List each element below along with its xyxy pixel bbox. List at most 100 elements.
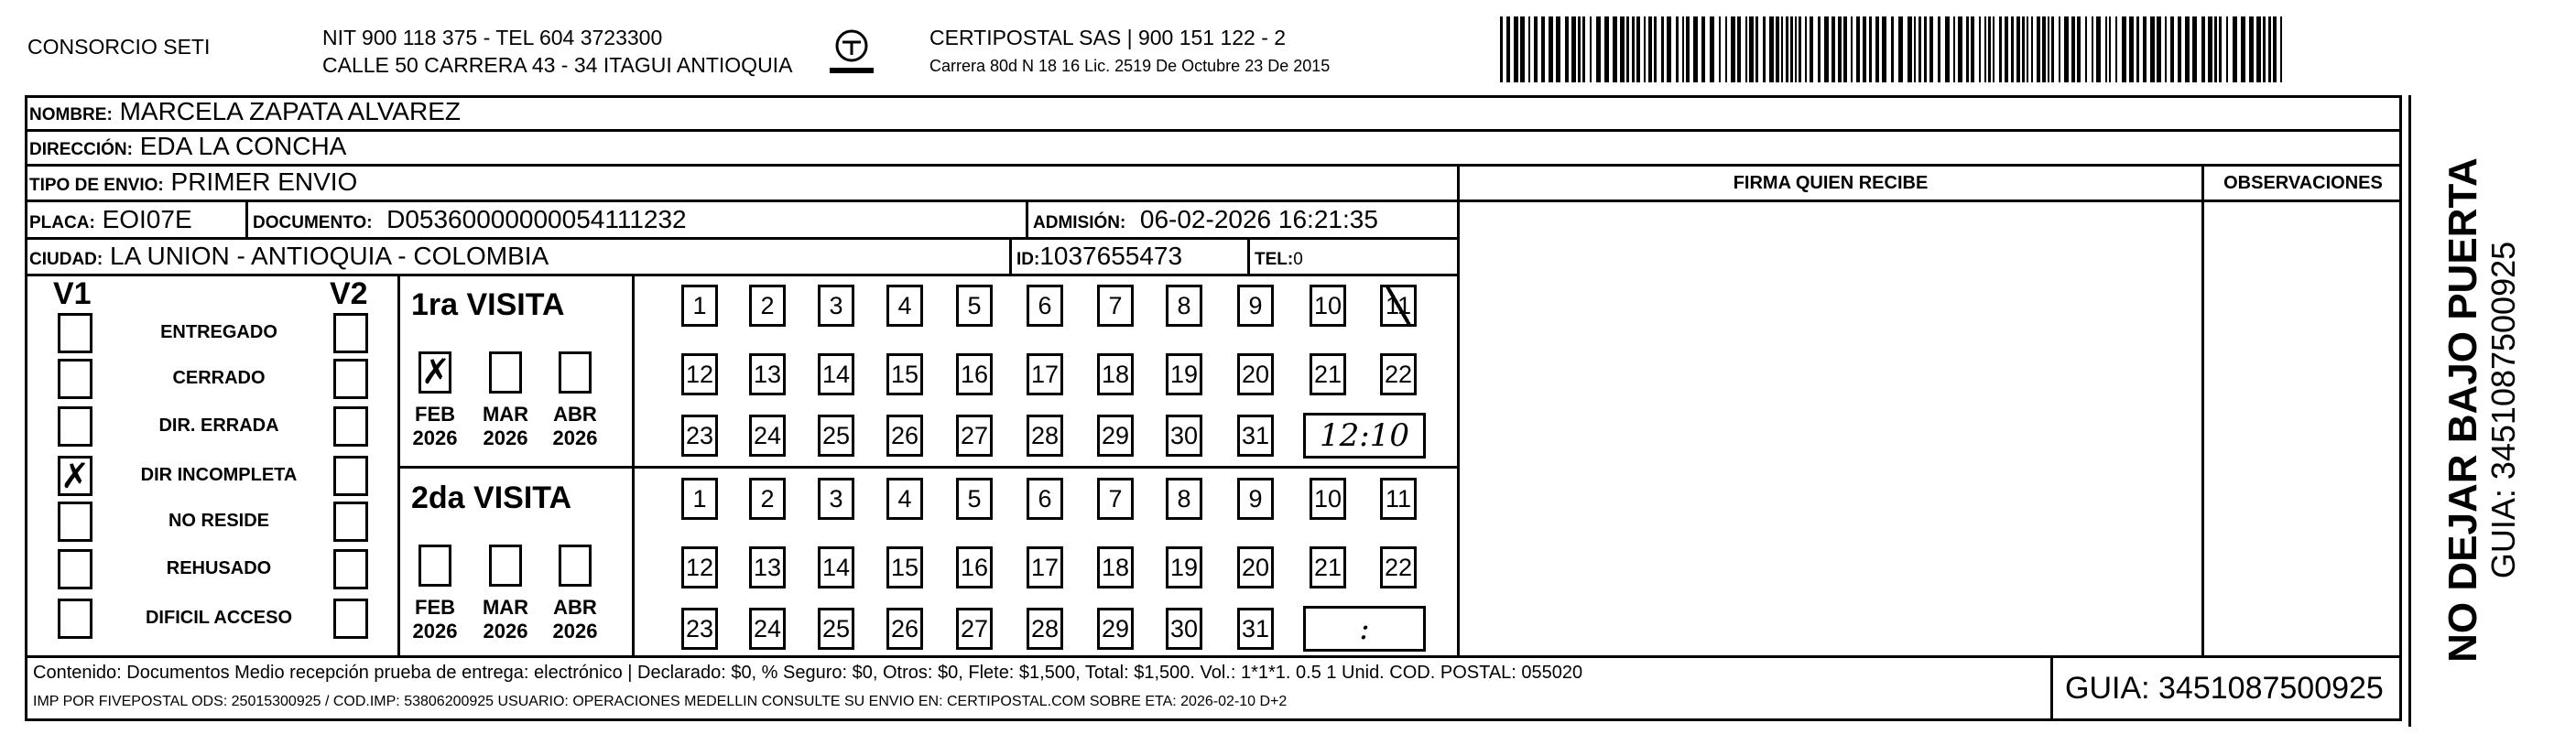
- day-box[interactable]: 31: [1237, 415, 1274, 457]
- day-box[interactable]: 4: [886, 285, 923, 327]
- day-box[interactable]: 23: [681, 415, 718, 457]
- time-box[interactable]: :: [1303, 606, 1426, 652]
- day-box[interactable]: 29: [1097, 608, 1134, 650]
- day-box[interactable]: 26: [886, 415, 923, 457]
- month-checkbox[interactable]: [418, 545, 451, 587]
- v1-checkbox[interactable]: [58, 549, 92, 589]
- day-box[interactable]: 11: [1380, 478, 1417, 520]
- day-box[interactable]: 18: [1097, 546, 1134, 588]
- barcode-bar: [2031, 16, 2033, 82]
- day-box[interactable]: 26: [886, 608, 923, 650]
- day-box[interactable]: 18: [1097, 353, 1134, 395]
- day-box[interactable]: 30: [1166, 608, 1202, 650]
- v1-checkbox[interactable]: [58, 406, 92, 447]
- barcode-bar: [1520, 16, 1525, 82]
- v1-checkbox[interactable]: [58, 502, 92, 542]
- day-box[interactable]: 10: [1310, 285, 1346, 327]
- barcode-bar: [1929, 16, 1933, 82]
- day-box[interactable]: 3: [818, 478, 854, 520]
- day-box[interactable]: 25: [818, 415, 854, 457]
- day-box[interactable]: 16: [956, 546, 993, 588]
- month-checkbox[interactable]: [559, 351, 592, 394]
- day-box[interactable]: 8: [1166, 478, 1202, 520]
- barcode-bar: [1648, 16, 1652, 82]
- barcode-bar: [1918, 16, 1921, 82]
- day-box[interactable]: 2: [749, 478, 786, 520]
- day-box[interactable]: 1: [681, 285, 718, 327]
- day-box[interactable]: 14: [818, 353, 854, 395]
- day-box[interactable]: 28: [1027, 608, 1063, 650]
- day-box[interactable]: 2: [749, 285, 786, 327]
- day-box[interactable]: 17: [1027, 353, 1063, 395]
- day-box[interactable]: 27: [956, 608, 993, 650]
- day-box[interactable]: 19: [1166, 353, 1202, 395]
- day-box[interactable]: 31: [1237, 608, 1274, 650]
- day-box[interactable]: 15: [886, 546, 923, 588]
- day-box[interactable]: 13: [749, 546, 786, 588]
- day-box[interactable]: 3: [818, 285, 854, 327]
- barcode-bar: [1908, 16, 1912, 82]
- time-box[interactable]: 12:10: [1303, 413, 1426, 459]
- day-box[interactable]: 7: [1097, 285, 1134, 327]
- day-box[interactable]: 30: [1166, 415, 1202, 457]
- day-box[interactable]: 9: [1237, 285, 1274, 327]
- day-box[interactable]: 1: [681, 478, 718, 520]
- month-checkbox[interactable]: [489, 351, 522, 394]
- day-box[interactable]: 22: [1380, 353, 1417, 395]
- day-box[interactable]: 20: [1237, 546, 1274, 588]
- day-box[interactable]: 21: [1310, 353, 1346, 395]
- day-box[interactable]: 5: [956, 285, 993, 327]
- month-name: ABR: [553, 596, 597, 619]
- day-box[interactable]: 4: [886, 478, 923, 520]
- v2-checkbox[interactable]: [333, 359, 368, 399]
- day-box[interactable]: 11: [1380, 285, 1417, 327]
- month-checkbox[interactable]: [559, 545, 592, 587]
- day-box[interactable]: 5: [956, 478, 993, 520]
- day-box[interactable]: 24: [749, 415, 786, 457]
- day-box[interactable]: 15: [886, 353, 923, 395]
- day-box[interactable]: 21: [1310, 546, 1346, 588]
- day-box[interactable]: 16: [956, 353, 993, 395]
- v2-checkbox[interactable]: [333, 502, 368, 542]
- barcode-bar: [2115, 16, 2117, 82]
- day-box[interactable]: 17: [1027, 546, 1063, 588]
- barcode-bar: [1914, 16, 1916, 82]
- day-box[interactable]: 14: [818, 546, 854, 588]
- day-box[interactable]: 9: [1237, 478, 1274, 520]
- day-box[interactable]: 24: [749, 608, 786, 650]
- day-box[interactable]: 8: [1166, 285, 1202, 327]
- day-box[interactable]: 7: [1097, 478, 1134, 520]
- v1-checkbox[interactable]: [58, 599, 92, 639]
- v2-checkbox[interactable]: [333, 549, 368, 589]
- v1-checkbox[interactable]: ✗: [58, 456, 92, 496]
- month-checkbox[interactable]: [489, 545, 522, 587]
- day-box[interactable]: 6: [1027, 478, 1063, 520]
- month-label: MAR 2026: [478, 403, 533, 450]
- day-box[interactable]: 10: [1310, 478, 1346, 520]
- day-box[interactable]: 29: [1097, 415, 1134, 457]
- observations-area[interactable]: [2204, 202, 2402, 655]
- v2-checkbox[interactable]: [333, 313, 368, 353]
- day-box[interactable]: 27: [956, 415, 993, 457]
- signature-area[interactable]: [1460, 202, 2201, 655]
- v2-checkbox[interactable]: [333, 456, 368, 496]
- day-box[interactable]: 19: [1166, 546, 1202, 588]
- day-box[interactable]: 12: [681, 353, 718, 395]
- day-box[interactable]: 13: [749, 353, 786, 395]
- day-box[interactable]: 12: [681, 546, 718, 588]
- barcode-bar: [1556, 16, 1560, 82]
- day-box[interactable]: 22: [1380, 546, 1417, 588]
- day-box[interactable]: 25: [818, 608, 854, 650]
- day-box[interactable]: 28: [1027, 415, 1063, 457]
- day-box[interactable]: 23: [681, 608, 718, 650]
- day-box[interactable]: 6: [1027, 285, 1063, 327]
- month-checkbox[interactable]: ✗: [418, 351, 451, 394]
- v2-checkbox[interactable]: [333, 599, 368, 639]
- v1-checkbox[interactable]: [58, 359, 92, 399]
- day-box[interactable]: 20: [1237, 353, 1274, 395]
- barcode-bar: [2233, 16, 2237, 82]
- barcode-bar: [1856, 16, 1860, 82]
- barcode-bar: [2136, 16, 2139, 82]
- v2-checkbox[interactable]: [333, 406, 368, 447]
- v1-checkbox[interactable]: [58, 313, 92, 353]
